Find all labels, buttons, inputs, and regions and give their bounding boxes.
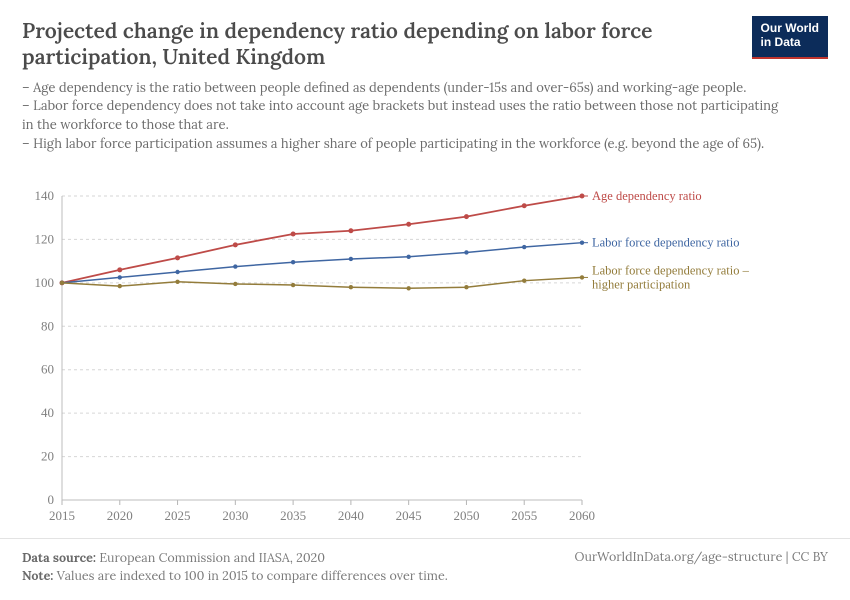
svg-text:20: 20 (41, 449, 54, 464)
data-point (522, 245, 526, 249)
data-point (60, 281, 64, 285)
svg-text:60: 60 (41, 362, 54, 377)
data-point (233, 242, 238, 247)
data-point (291, 283, 295, 287)
data-point (117, 267, 122, 272)
svg-text:0: 0 (48, 492, 55, 507)
svg-text:2040: 2040 (338, 508, 364, 523)
svg-text:2015: 2015 (49, 508, 75, 523)
svg-text:140: 140 (35, 190, 55, 203)
data-point (175, 255, 180, 260)
subtitle: – Age dependency is the ratio between pe… (22, 79, 782, 154)
source-label: Data source: (22, 550, 96, 566)
footer: Data source: European Commission and IIA… (0, 538, 850, 600)
svg-text:2035: 2035 (280, 508, 306, 523)
svg-text:2055: 2055 (511, 508, 537, 523)
series-label: Labor force dependency ratio (592, 236, 740, 250)
data-point (406, 286, 410, 290)
svg-text:2045: 2045 (396, 508, 422, 523)
data-point (175, 280, 179, 284)
data-point (233, 264, 237, 268)
owid-logo: Our World in Data (752, 16, 828, 59)
attribution: OurWorldInData.org/age-structure | CC BY (575, 549, 828, 565)
data-point (118, 284, 122, 288)
svg-text:100: 100 (35, 275, 55, 290)
chart: 0204060801001201402015202020252030203520… (22, 190, 828, 530)
data-point (349, 257, 353, 261)
page-title: Projected change in dependency ratio dep… (22, 18, 702, 71)
data-point (406, 255, 410, 259)
data-point (522, 278, 526, 282)
data-point (522, 203, 527, 208)
svg-text:40: 40 (41, 405, 54, 420)
data-point (464, 285, 468, 289)
logo-line1: Our World (761, 22, 819, 36)
data-point (349, 285, 353, 289)
data-point (291, 232, 296, 237)
svg-text:2020: 2020 (107, 508, 133, 523)
data-point (348, 228, 353, 233)
data-point (118, 275, 122, 279)
data-point (175, 270, 179, 274)
svg-text:2025: 2025 (165, 508, 191, 523)
source-text: European Commission and IIASA, 2020 (99, 550, 325, 566)
subtitle-line: – High labor force participation assumes… (22, 135, 782, 154)
data-point (233, 282, 237, 286)
svg-text:120: 120 (35, 231, 55, 246)
svg-text:80: 80 (41, 318, 54, 333)
note-label: Note: (22, 568, 53, 584)
subtitle-line: – Age dependency is the ratio between pe… (22, 79, 782, 98)
logo-line2: in Data (761, 36, 819, 50)
svg-text:2050: 2050 (453, 508, 479, 523)
subtitle-line: – Labor force dependency does not take i… (22, 97, 782, 135)
series-line (62, 243, 582, 283)
data-point (406, 222, 411, 227)
data-point (291, 260, 295, 264)
note-text: Values are indexed to 100 in 2015 to com… (57, 568, 448, 584)
svg-text:2060: 2060 (569, 508, 595, 523)
svg-text:2030: 2030 (222, 508, 248, 523)
series-label: Age dependency ratio (592, 190, 702, 203)
data-point (464, 250, 468, 254)
series-label: Labor force dependency ratio –higher par… (592, 263, 750, 291)
data-point (464, 214, 469, 219)
